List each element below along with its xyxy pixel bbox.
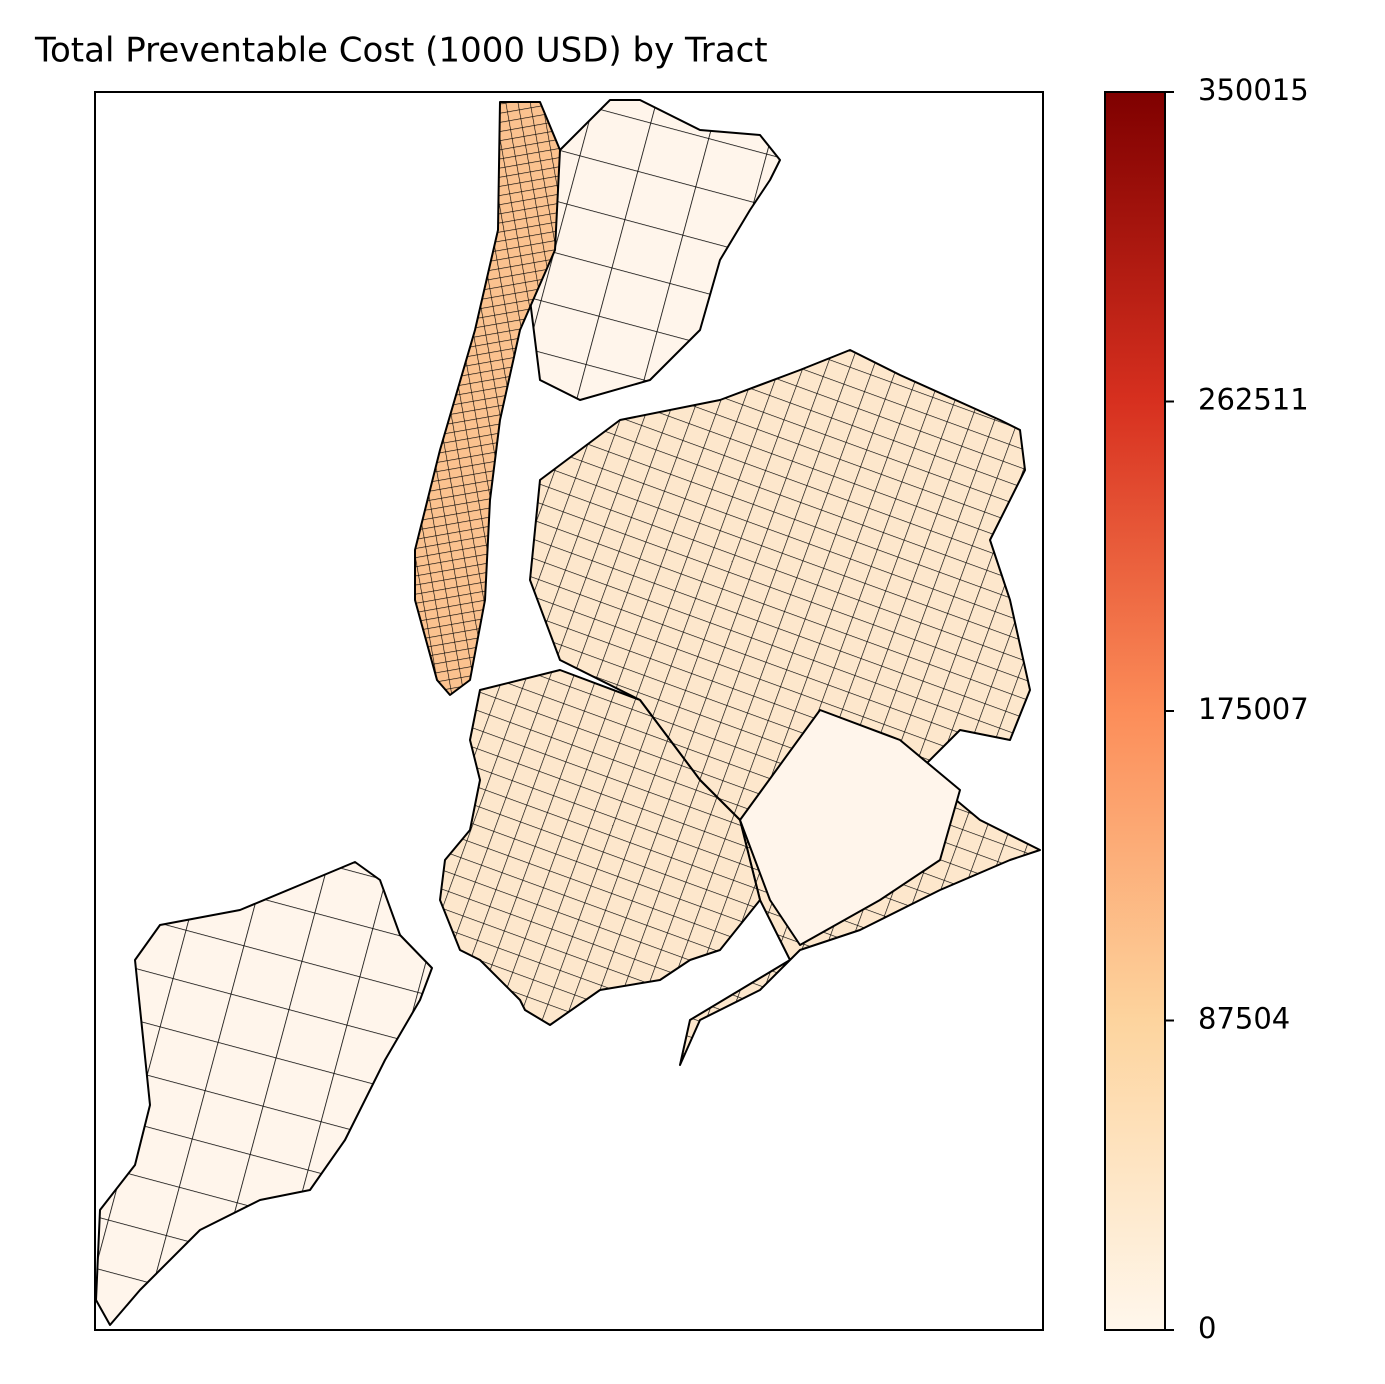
staten-island [95,861,433,1326]
colorbar-tick-label: 350015 [1198,73,1309,107]
colorbar-tick-label: 262511 [1198,383,1309,417]
map [95,99,1041,1326]
brooklyn [439,669,761,1026]
manhattan [414,101,561,696]
jamaica-bay-area [739,709,961,946]
colorbar-tick-label: 0 [1198,1311,1216,1345]
bronx [529,99,781,401]
chart-title: Total Preventable Cost (1000 USD) by Tra… [34,31,768,71]
colorbar-tick-label: 87504 [1198,1001,1290,1035]
colorbar [1104,91,1166,1331]
colorbar-tick-label: 175007 [1198,692,1309,726]
map-frame [94,91,1044,1331]
